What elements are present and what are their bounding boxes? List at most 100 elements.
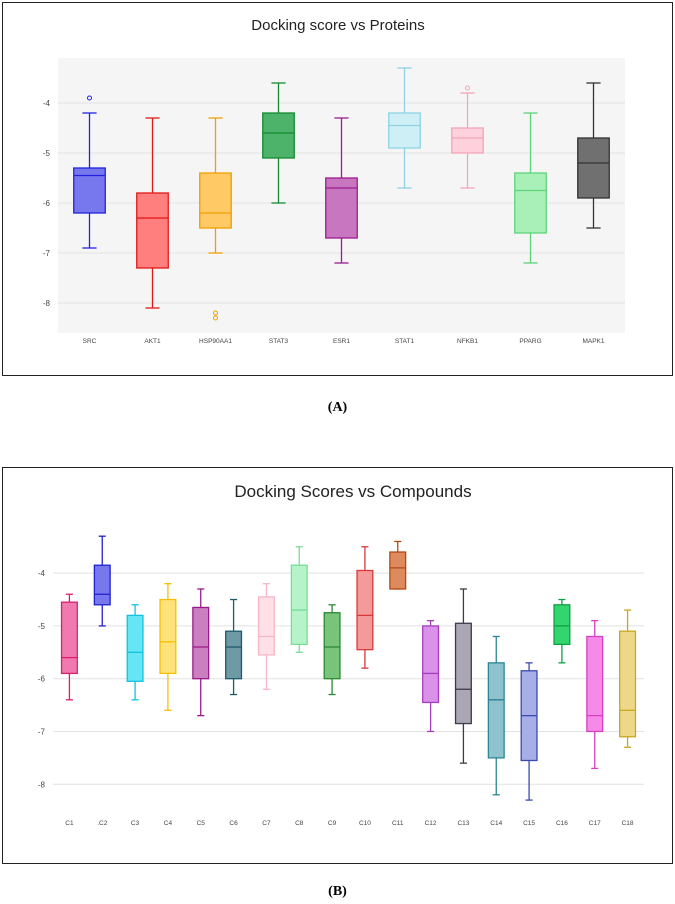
caption-a: (A) xyxy=(327,400,348,415)
iqr-box xyxy=(136,192,169,269)
protein-box-stat3 xyxy=(262,82,295,204)
iqr-box xyxy=(60,601,78,675)
iqr-box xyxy=(262,112,295,159)
compound-box-c5 xyxy=(192,588,210,717)
compound-xtick-label: C16 xyxy=(556,820,568,827)
iqr-box xyxy=(257,596,275,656)
compound-ytick-label: -6 xyxy=(38,675,46,684)
compound-box-c15 xyxy=(520,662,538,801)
outlier-point xyxy=(87,95,92,101)
compound-xtick-label: C5 xyxy=(197,820,206,827)
compound-box-c2 xyxy=(93,535,111,627)
compound-chart-panel: Docking Scores vs Compounds -4 -5 -6 -7 -8 C1.… xyxy=(2,467,673,864)
iqr-box xyxy=(451,127,484,154)
protein-xtick-label: STAT1 xyxy=(395,338,415,345)
compound-plot-area xyxy=(53,523,644,808)
compound-box-c10 xyxy=(356,546,374,669)
protein-xtick-label: PPARG xyxy=(519,338,541,345)
iqr-box xyxy=(126,614,144,682)
compound-chart-title: Docking Scores vs Compounds xyxy=(234,482,471,501)
protein-box-mapk1 xyxy=(577,82,610,229)
iqr-box xyxy=(487,662,505,759)
iqr-box xyxy=(192,606,210,680)
iqr-box xyxy=(225,630,243,680)
caption-b: (B) xyxy=(328,884,347,899)
protein-xtick-label: HSP90AA1 xyxy=(199,338,232,345)
compound-xtick-label: C1 xyxy=(65,820,74,827)
iqr-box xyxy=(199,172,232,229)
iqr-box xyxy=(356,569,374,651)
compound-xtick-label: C15 xyxy=(523,820,535,827)
compound-xtick-label: C11 xyxy=(392,820,404,827)
iqr-box xyxy=(73,167,106,214)
compound-xtick-label: C13 xyxy=(457,820,469,827)
compound-xtick-label: .C2 xyxy=(97,820,108,827)
compound-xtick-label: C8 xyxy=(295,820,304,827)
iqr-box xyxy=(388,112,421,149)
outlier-point xyxy=(213,315,218,321)
protein-box-nfkb1 xyxy=(451,85,484,189)
outlier-point xyxy=(213,310,218,316)
protein-xtick-label: ESR1 xyxy=(333,338,350,345)
protein-box-akt1 xyxy=(136,117,169,309)
compound-box-c3 xyxy=(126,604,144,701)
protein-xtick-label: STAT3 xyxy=(269,338,289,345)
compound-xtick-label: C14 xyxy=(490,820,502,827)
iqr-box xyxy=(454,622,472,725)
protein-ytick-label: -6 xyxy=(43,199,51,208)
iqr-box xyxy=(422,625,440,704)
compound-boxplot-chart: Docking Scores vs Compounds -4 -5 -6 -7 -8 C1.… xyxy=(38,482,644,827)
iqr-box xyxy=(93,564,111,606)
protein-box-stat1 xyxy=(388,67,421,189)
protein-box-esr1 xyxy=(325,117,358,264)
compound-xtick-label: C4 xyxy=(164,820,173,827)
compound-box-c8 xyxy=(290,546,308,653)
compound-box-c14 xyxy=(487,635,505,796)
iqr-box xyxy=(159,598,177,675)
protein-chart-title: Docking score vs Proteins xyxy=(251,17,424,34)
iqr-box xyxy=(290,564,308,646)
compound-ytick-label: -8 xyxy=(38,780,46,789)
iqr-box xyxy=(514,172,547,234)
compound-xtick-label: C9 xyxy=(328,820,337,827)
iqr-box xyxy=(619,630,637,738)
compound-xtick-label: C17 xyxy=(589,820,601,827)
iqr-box xyxy=(389,551,407,590)
protein-xtick-label: AKT1 xyxy=(144,338,161,345)
compound-box-c1 xyxy=(60,593,78,701)
protein-ytick-label: -5 xyxy=(43,149,51,158)
iqr-box xyxy=(586,635,604,733)
protein-ytick-label: -4 xyxy=(43,99,51,108)
protein-box-pparg xyxy=(514,112,547,264)
protein-xtick-label: SRC xyxy=(83,338,97,345)
compound-ytick-label: -5 xyxy=(38,622,46,631)
compound-xtick-label: C18 xyxy=(622,820,634,827)
compound-box-c7 xyxy=(257,583,275,690)
iqr-box xyxy=(325,177,358,239)
compound-ytick-label: -7 xyxy=(38,727,46,736)
protein-ytick-label: -8 xyxy=(43,299,51,308)
protein-box-hsp90aa1 xyxy=(199,117,232,321)
compound-xtick-label: C10 xyxy=(359,820,371,827)
compound-xtick-label: C7 xyxy=(262,820,271,827)
protein-xtick-label: NFKB1 xyxy=(457,338,478,345)
compound-box-c16 xyxy=(553,598,571,664)
outlier-point xyxy=(465,85,470,91)
protein-xtick-label: MAPK1 xyxy=(582,338,604,345)
compound-box-c4 xyxy=(159,583,177,712)
protein-boxplot-chart: Docking score vs Proteins -4 -5 -6 -7 -8 SRC AK… xyxy=(43,17,625,345)
protein-ytick-label: -7 xyxy=(43,249,51,258)
compound-box-c6 xyxy=(225,598,243,696)
compound-box-c12 xyxy=(422,619,440,733)
protein-chart-panel: Docking score vs Proteins -4 -5 -6 -7 -8 SRC AK… xyxy=(2,2,673,376)
compound-box-c18 xyxy=(619,609,637,748)
compound-box-c9 xyxy=(323,604,341,696)
compound-box-c11 xyxy=(389,540,407,590)
compound-xtick-label: C6 xyxy=(229,820,238,827)
compound-box-c13 xyxy=(454,588,472,764)
protein-box-src xyxy=(73,95,106,249)
iqr-box xyxy=(323,612,341,680)
compound-xtick-label: C3 xyxy=(131,820,140,827)
compound-box-c17 xyxy=(586,619,604,770)
compound-ytick-label: -4 xyxy=(38,569,46,578)
